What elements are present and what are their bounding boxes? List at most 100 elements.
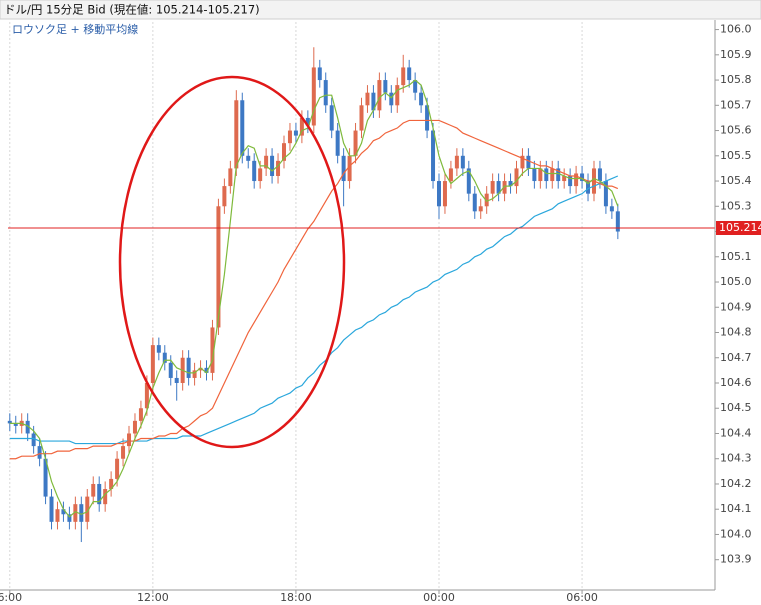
candle-body (287, 130, 292, 144)
candle-body (413, 80, 418, 93)
current-price-label: 105.214 (719, 221, 761, 234)
candle-body (514, 168, 519, 187)
candle-body (454, 155, 459, 169)
candle-body (138, 408, 143, 421)
candle-body (222, 186, 227, 207)
candle-body (186, 357, 191, 378)
candle-body (240, 100, 245, 156)
y-tick-label: 106.0 (720, 23, 752, 36)
candle-body (371, 92, 376, 111)
candle-body (520, 155, 525, 169)
candle-body (192, 370, 197, 378)
grid (9, 22, 583, 590)
y-tick-label: 105.6 (720, 124, 752, 137)
y-tick-label: 104.1 (720, 502, 752, 515)
candle-body (168, 362, 173, 378)
y-tick-label: 105.4 (720, 174, 752, 187)
candle-body (389, 92, 394, 106)
candle-body (49, 496, 54, 522)
y-tick-label: 105.0 (720, 275, 752, 288)
candle-body (347, 155, 352, 182)
candle-body (448, 168, 453, 182)
candle-body (234, 100, 239, 169)
chart-title: ドル/円 15分足 Bid (現在値: 105.214-105.217) (4, 3, 260, 17)
candle-body (472, 193, 477, 212)
candle-body (395, 85, 400, 106)
x-tick-label: 18:00 (280, 591, 312, 604)
candle-body (252, 160, 257, 182)
candle-body (550, 168, 555, 182)
candle-body (615, 211, 620, 232)
candle-body (407, 67, 412, 81)
y-tick-label: 105.3 (720, 199, 752, 212)
candle-body (353, 130, 358, 156)
candle-body (162, 352, 167, 363)
header-bar (0, 0, 761, 20)
candle-body (97, 483, 102, 505)
candle-body (609, 206, 614, 212)
candle-body (91, 483, 96, 497)
y-tick-label: 104.3 (720, 452, 752, 465)
current-price-box (716, 220, 761, 235)
candle-body (365, 92, 370, 106)
candle-body (478, 206, 483, 212)
candle-body (496, 181, 501, 194)
candle-body (544, 168, 549, 182)
candle-body (55, 509, 60, 522)
candle-body (502, 181, 507, 194)
chart-subtitle: ロウソク足 + 移動平均線 (12, 22, 138, 36)
candle-body (216, 206, 221, 328)
candle-body (121, 446, 126, 459)
candle-body (156, 345, 161, 353)
candle-body (383, 80, 388, 93)
candle-body (204, 367, 209, 373)
y-tick-label: 104.4 (720, 426, 752, 439)
candle-body (603, 181, 608, 207)
candle-body (305, 117, 310, 126)
moving-average-line (9, 79, 619, 518)
candle-body (25, 420, 30, 434)
x-tick-label: 6:00 (0, 591, 22, 604)
candle-body (419, 92, 424, 106)
candle-body (568, 175, 573, 187)
candle-body (597, 168, 602, 182)
candle-body (43, 458, 48, 497)
candle-body (460, 155, 465, 169)
candle-body (13, 423, 18, 426)
candle-body (562, 175, 567, 182)
candle-body (198, 367, 203, 371)
labels: 106.0 105.9 105.8 105.7 105.6 105.5 105.4 105.3… (0, 23, 761, 604)
candle-body (508, 181, 513, 187)
x-tick-label: 06:00 (566, 591, 598, 604)
candle-body (258, 168, 263, 182)
candle-body (335, 130, 340, 156)
marks (7, 47, 715, 543)
candle-body (127, 433, 132, 447)
candle-body (526, 155, 531, 169)
candle-body (425, 105, 430, 131)
candle-body (37, 446, 42, 459)
candle-body (359, 105, 364, 131)
candle-body (442, 181, 447, 207)
candle-body (79, 504, 84, 522)
candle-body (246, 155, 251, 161)
y-tick-label: 104.2 (720, 477, 752, 490)
candle-body (31, 433, 36, 447)
candle-body (311, 67, 316, 126)
candle-body (270, 155, 275, 176)
y-tick-label: 104.8 (720, 326, 752, 339)
candle-body (401, 67, 406, 86)
candle-body (7, 420, 12, 424)
candle-body (532, 168, 537, 182)
candle-body (228, 168, 233, 187)
candle-body (174, 377, 179, 383)
candle-body (431, 130, 436, 182)
candle-body (329, 105, 334, 131)
candle-body (115, 458, 120, 479)
candle-body (276, 160, 281, 176)
candle-body (580, 173, 585, 182)
candle-body (67, 514, 72, 522)
candle-body (436, 181, 441, 207)
candle-body (73, 504, 78, 522)
